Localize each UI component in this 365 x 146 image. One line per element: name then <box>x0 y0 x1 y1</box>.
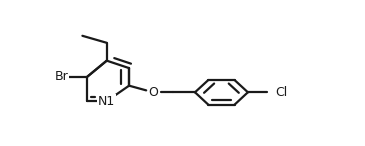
Text: Br: Br <box>54 70 68 83</box>
Text: N1: N1 <box>98 95 115 108</box>
Text: O: O <box>148 86 158 99</box>
Text: Cl: Cl <box>275 86 287 99</box>
